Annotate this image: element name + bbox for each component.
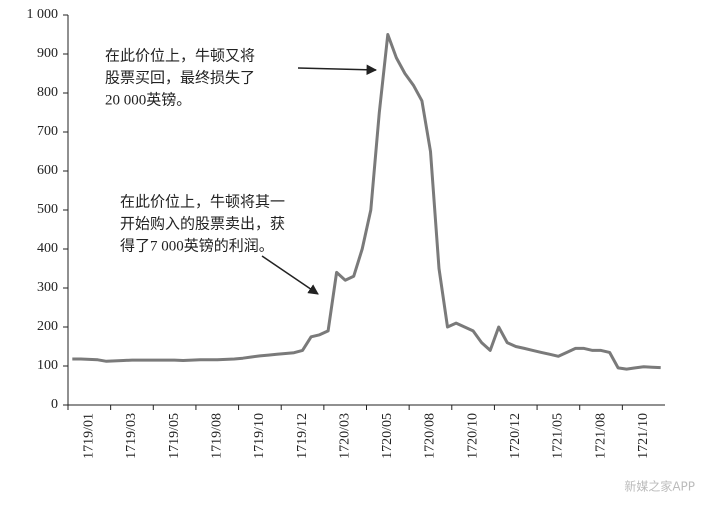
watermark: 新媒之家APP — [624, 479, 695, 494]
annotation-text: 开始购入的股票卖出，获 — [120, 215, 285, 232]
y-tick-label: 300 — [37, 280, 58, 295]
annotation-text: 在此价位上，牛顿又将 — [105, 47, 255, 64]
x-tick-label: 1719/08 — [209, 413, 224, 459]
annotation-text: 在此价位上，牛顿将其一 — [120, 193, 285, 210]
x-tick-label: 1721/05 — [551, 413, 566, 459]
y-tick-label: 600 — [37, 163, 58, 178]
x-tick-label: 1721/08 — [593, 413, 608, 459]
x-tick-label: 1720/05 — [380, 413, 395, 459]
annotation-arrow — [297, 64, 378, 76]
y-tick-label: 900 — [37, 46, 58, 61]
x-tick-label: 1719/01 — [82, 413, 97, 459]
y-tick-label: 800 — [37, 85, 58, 100]
y-tick-label: 200 — [37, 319, 58, 334]
x-tick-label: 1721/10 — [636, 413, 651, 459]
y-tick-label: 100 — [37, 358, 58, 373]
annotation: 在此价位上，牛顿又将 股票买回，最终损失了 20 000英镑。 — [105, 47, 378, 108]
annotation-arrow — [261, 255, 319, 295]
x-tick-label: 1720/10 — [465, 413, 480, 459]
x-tick-label: 1720/08 — [423, 413, 438, 459]
y-tick-label: 500 — [37, 202, 58, 217]
y-tick-label: 700 — [37, 124, 58, 139]
x-tick-label: 1719/05 — [167, 413, 182, 459]
x-tick-label: 1720/12 — [508, 413, 523, 459]
y-tick-label: 400 — [37, 241, 58, 256]
x-tick-label: 1720/03 — [337, 413, 352, 459]
x-tick-label: 1719/10 — [252, 413, 267, 459]
annotation: 在此价位上，牛顿将其一 开始购入的股票卖出，获 得了7 000英镑的利润。 — [120, 193, 319, 295]
annotation-text: 20 000英镑。 — [105, 90, 191, 108]
x-tick-label: 1719/03 — [124, 413, 139, 459]
annotation-text: 股票买回，最终损失了 — [105, 69, 255, 86]
y-tick-label: 1 000 — [27, 7, 59, 22]
annotation-text: 得了7 000英镑的利润。 — [120, 236, 274, 254]
y-tick-label: 0 — [51, 397, 58, 412]
line — [72, 33, 661, 371]
x-tick-label: 1719/12 — [295, 413, 310, 459]
